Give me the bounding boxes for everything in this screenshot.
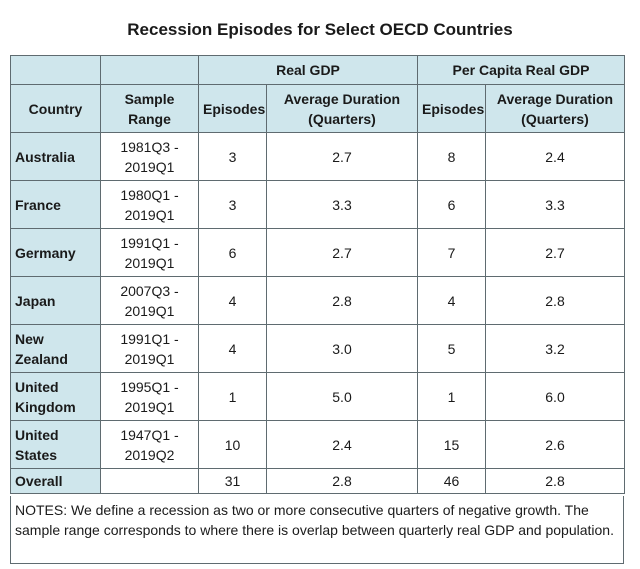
real-gdp-duration-cell: 5.0 <box>266 372 418 421</box>
table-row: United Kingdom 1995Q1 - 2019Q1 1 5.0 1 6.… <box>10 372 625 421</box>
range-end: 2019Q1 <box>124 254 175 271</box>
table-notes: NOTES: We define a recession as two or m… <box>10 496 624 564</box>
range-end: 2019Q2 <box>124 446 175 463</box>
sample-range-cell: 1947Q1 - 2019Q2 <box>100 420 199 469</box>
per-capita-duration-cell: 2.7 <box>485 228 625 277</box>
sample-range-column-header: Sample Range <box>100 84 199 133</box>
sample-range-cell: 2007Q3 - 2019Q1 <box>100 276 199 325</box>
range-start: 1991Q1 - <box>120 234 179 251</box>
per-capita-episodes-cell: 15 <box>417 420 486 469</box>
per-capita-episodes-cell: 6 <box>417 180 486 229</box>
range-start: 1991Q1 - <box>120 330 179 347</box>
country-cell: Australia <box>10 132 101 181</box>
real-gdp-duration-header: Average Duration (Quarters) <box>266 84 418 133</box>
range-start: 1995Q1 - <box>120 378 179 395</box>
range-end: 2019Q1 <box>124 158 175 175</box>
group-header-row: Real GDP Per Capita Real GDP <box>10 55 625 85</box>
real-gdp-episodes-cell: 4 <box>198 324 267 373</box>
real-gdp-episodes-header: Episodes <box>198 84 267 133</box>
per-capita-episodes-cell: 8 <box>417 132 486 181</box>
real-gdp-duration-cell: 2.8 <box>266 276 418 325</box>
per-capita-episodes-cell: 7 <box>417 228 486 277</box>
country-column-header: Country <box>10 84 101 133</box>
per-capita-episodes-header: Episodes <box>417 84 486 133</box>
real-gdp-episodes-cell: 3 <box>198 180 267 229</box>
per-capita-duration-cell: 2.8 <box>485 276 625 325</box>
per-capita-duration-cell: 2.6 <box>485 420 625 469</box>
overall-real-gdp-episodes: 31 <box>198 468 267 494</box>
country-cell: France <box>10 180 101 229</box>
overall-label: Overall <box>10 468 101 494</box>
table-row: New Zealand 1991Q1 - 2019Q1 4 3.0 5 3.2 <box>10 324 625 373</box>
table-title: Recession Episodes for Select OECD Count… <box>127 20 513 39</box>
column-header-row: Country Sample Range Episodes Average Du… <box>10 84 625 133</box>
real-gdp-episodes-cell: 4 <box>198 276 267 325</box>
per-capita-group-header: Per Capita Real GDP <box>417 55 625 85</box>
country-cell: New Zealand <box>10 324 101 373</box>
table-row: Australia 1981Q3 - 2019Q1 3 2.7 8 2.4 <box>10 132 625 181</box>
country-cell: United States <box>10 420 101 469</box>
recession-table: Real GDP Per Capita Real GDP Country Sam… <box>10 55 625 494</box>
table-row: United States 1947Q1 - 2019Q2 10 2.4 15 2… <box>10 420 625 469</box>
range-end: 2019Q1 <box>124 398 175 415</box>
range-end: 2019Q1 <box>124 206 175 223</box>
range-end: 2019Q1 <box>124 302 175 319</box>
table-row: Japan 2007Q3 - 2019Q1 4 2.8 4 2.8 <box>10 276 625 325</box>
real-gdp-duration-cell: 2.4 <box>266 420 418 469</box>
overall-row: Overall 31 2.8 46 2.8 <box>10 468 625 494</box>
empty-header-cell <box>100 55 199 85</box>
country-cell: Germany <box>10 228 101 277</box>
per-capita-duration-cell: 3.3 <box>485 180 625 229</box>
real-gdp-duration-cell: 3.3 <box>266 180 418 229</box>
real-gdp-episodes-cell: 1 <box>198 372 267 421</box>
sample-range-cell: 1980Q1 - 2019Q1 <box>100 180 199 229</box>
real-gdp-duration-cell: 3.0 <box>266 324 418 373</box>
per-capita-episodes-cell: 5 <box>417 324 486 373</box>
sample-range-cell: 1991Q1 - 2019Q1 <box>100 324 199 373</box>
per-capita-duration-cell: 6.0 <box>485 372 625 421</box>
empty-header-cell <box>10 55 101 85</box>
real-gdp-duration-cell: 2.7 <box>266 228 418 277</box>
per-capita-episodes-cell: 4 <box>417 276 486 325</box>
country-cell: United Kingdom <box>10 372 101 421</box>
country-cell: Japan <box>10 276 101 325</box>
per-capita-duration-cell: 2.4 <box>485 132 625 181</box>
sample-range-cell: 1991Q1 - 2019Q1 <box>100 228 199 277</box>
overall-range-cell <box>100 468 199 494</box>
real-gdp-episodes-cell: 6 <box>198 228 267 277</box>
range-start: 1981Q3 - <box>120 138 179 155</box>
real-gdp-episodes-cell: 10 <box>198 420 267 469</box>
per-capita-duration-header: Average Duration (Quarters) <box>485 84 625 133</box>
range-start: 2007Q3 - <box>120 282 179 299</box>
sample-range-cell: 1995Q1 - 2019Q1 <box>100 372 199 421</box>
overall-per-capita-episodes: 46 <box>417 468 486 494</box>
overall-per-capita-duration: 2.8 <box>485 468 625 494</box>
overall-real-gdp-duration: 2.8 <box>266 468 418 494</box>
table-row: France 1980Q1 - 2019Q1 3 3.3 6 3.3 <box>10 180 625 229</box>
sample-range-cell: 1981Q3 - 2019Q1 <box>100 132 199 181</box>
per-capita-episodes-cell: 1 <box>417 372 486 421</box>
real-gdp-group-header: Real GDP <box>198 55 418 85</box>
range-start: 1947Q1 - <box>120 426 179 443</box>
real-gdp-episodes-cell: 3 <box>198 132 267 181</box>
table-row: Germany 1991Q1 - 2019Q1 6 2.7 7 2.7 <box>10 228 625 277</box>
per-capita-duration-cell: 3.2 <box>485 324 625 373</box>
range-start: 1980Q1 - <box>120 186 179 203</box>
real-gdp-duration-cell: 2.7 <box>266 132 418 181</box>
range-end: 2019Q1 <box>124 350 175 367</box>
